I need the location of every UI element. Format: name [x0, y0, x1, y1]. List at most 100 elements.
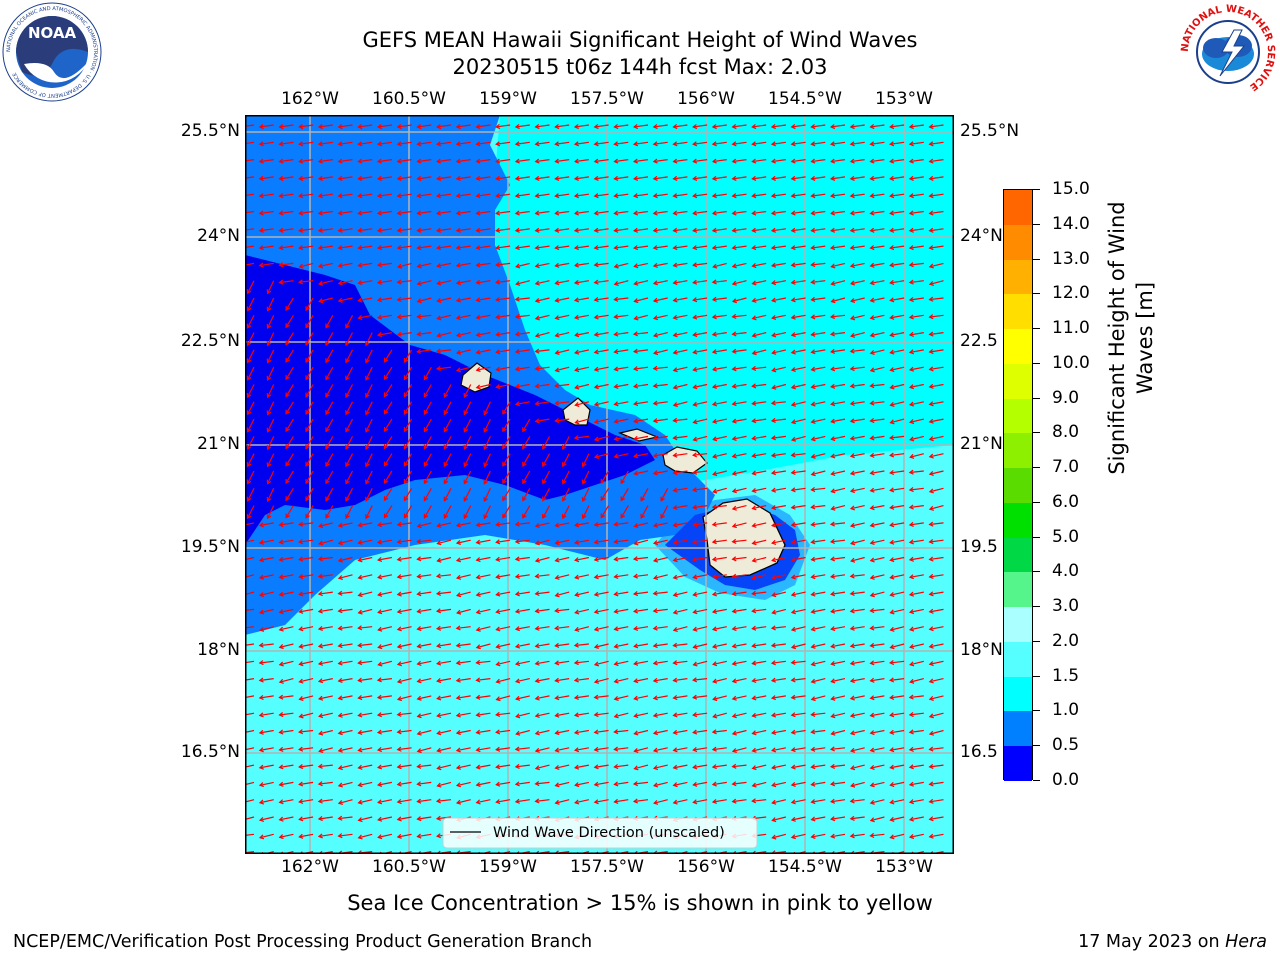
wave-arrow-head: [475, 141, 481, 147]
wave-arrow-head: [554, 660, 560, 666]
wave-arrow-head: [495, 781, 501, 787]
wave-arrow: [771, 262, 787, 267]
wave-arrow-head: [258, 816, 265, 823]
wave-arrow: [850, 764, 865, 770]
wave-arrow-head: [731, 660, 737, 666]
wave-arrow: [403, 366, 413, 380]
wave-arrow: [515, 556, 530, 560]
wave-arrow-head: [475, 694, 481, 700]
wave-arrow: [850, 124, 865, 128]
wave-arrow: [811, 401, 826, 406]
wave-arrow-head: [889, 262, 895, 268]
wave-arrow: [673, 366, 688, 372]
wave-arrow-head: [830, 695, 836, 701]
wave-arrow: [259, 712, 274, 717]
wave-arrow-head: [554, 782, 560, 788]
wave-arrow: [850, 712, 865, 717]
wave-arrow: [476, 539, 491, 544]
wave-arrow: [463, 418, 472, 432]
wave-arrow: [267, 401, 275, 415]
wave-arrow: [673, 539, 688, 544]
wave-arrow: [319, 729, 333, 735]
wave-arrow: [811, 505, 826, 508]
wave-arrow-head: [554, 730, 560, 736]
wave-arrow-head: [810, 314, 816, 320]
wave-arrow-head: [751, 158, 757, 164]
wave-arrow: [555, 314, 570, 319]
wave-arrow-head: [771, 522, 777, 528]
wave-arrow-head: [692, 746, 698, 753]
wave-arrow-head: [632, 366, 639, 372]
wave-arrow: [831, 435, 846, 440]
wave-arrow: [437, 712, 452, 717]
wave-arrow: [365, 470, 373, 484]
wave-arrow: [791, 643, 806, 649]
wave-arrow: [476, 695, 491, 699]
wave-arrow-head: [613, 695, 619, 701]
wave-arrow-head: [246, 392, 252, 399]
wave-arrow: [496, 159, 511, 163]
wave-arrow-head: [376, 781, 383, 787]
wave-arrow-head: [633, 400, 639, 407]
wave-arrow: [496, 245, 511, 249]
wave-arrow-head: [751, 263, 757, 269]
wave-arrow: [851, 781, 865, 787]
wave-arrow-head: [396, 764, 402, 770]
wave-arrow-head: [613, 729, 619, 735]
wave-arrow-head: [495, 158, 501, 164]
wave-arrow: [476, 608, 491, 614]
wave-arrow-head: [317, 556, 323, 562]
wave-arrow: [476, 660, 491, 664]
wave-arrow: [634, 210, 649, 215]
wave-arrow-head: [751, 332, 757, 338]
wave-arrow: [850, 314, 865, 320]
wave-arrow-head: [416, 730, 422, 736]
wave-arrow-head: [869, 332, 875, 338]
wave-arrow-head: [298, 556, 304, 562]
wave-arrow-head: [593, 314, 599, 320]
wave-arrow: [850, 678, 865, 682]
wave-arrow-head: [266, 306, 272, 312]
wave-arrow-head: [928, 263, 934, 269]
wave-arrow: [245, 539, 255, 543]
wave-arrow-head: [849, 280, 856, 286]
wave-arrow: [358, 280, 373, 284]
wave-arrow: [515, 764, 530, 768]
wave-arrow-head: [771, 609, 777, 615]
wave-arrow-head: [573, 694, 579, 701]
wave-arrow: [772, 729, 787, 734]
wave-arrow: [850, 591, 865, 595]
wave-arrow-head: [246, 289, 252, 295]
wave-arrow: [535, 280, 550, 285]
wave-arrow: [929, 228, 944, 232]
wave-arrow-head: [278, 781, 284, 787]
wave-arrow-head: [574, 367, 580, 373]
wave-arrow-head: [652, 400, 658, 406]
wave-arrow: [870, 245, 885, 249]
wave-arrow: [594, 124, 609, 128]
lon-tick-top: 162°W: [281, 89, 339, 109]
run-date: 17 May 2023 on Hera: [1078, 932, 1267, 952]
wave-arrow-head: [443, 410, 449, 416]
wave-arrow: [732, 487, 747, 493]
wave-arrow-head: [403, 409, 409, 415]
wave-arrow-head: [869, 400, 875, 406]
wave-arrow: [299, 729, 314, 733]
wave-arrow: [850, 193, 865, 197]
wave-arrow: [909, 608, 924, 613]
wave-arrow-head: [278, 574, 284, 580]
wave-arrow: [279, 695, 294, 699]
map-subtitle: 20230515 t06z 144h fcst Max: 2.03: [452, 55, 828, 79]
wave-arrow-head: [771, 782, 777, 788]
wave-arrow: [791, 660, 806, 664]
wave-arrow-head: [278, 678, 284, 684]
wave-arrow: [693, 695, 708, 699]
wave-arrow: [535, 626, 550, 630]
wave-arrow-head: [711, 626, 718, 632]
wave-arrow: [909, 366, 924, 371]
wave-arrow-head: [416, 158, 422, 164]
wave-arrow: [358, 643, 373, 647]
wave-arrow: [850, 383, 865, 387]
wave-arrow-head: [278, 712, 284, 718]
wave-arrow-head: [514, 193, 520, 199]
